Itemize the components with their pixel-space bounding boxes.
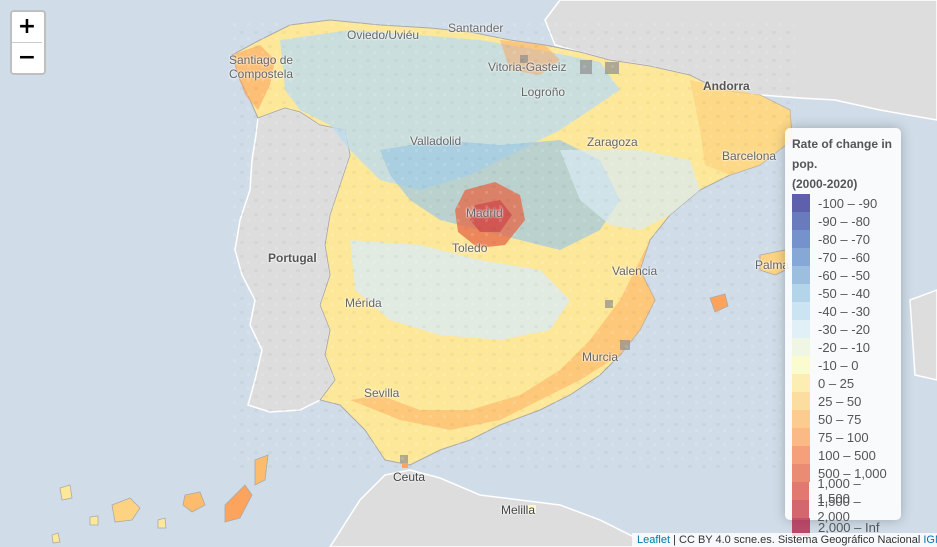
legend-item: -100 – -90 <box>792 194 894 212</box>
legend-swatch <box>792 500 810 518</box>
legend-item-label: 100 – 500 <box>818 447 876 463</box>
legend-item-label: 0 – 25 <box>818 375 855 391</box>
legend-item: 0 – 25 <box>792 374 894 392</box>
legend-swatch <box>792 248 810 266</box>
place-label-logrono: Logroño <box>521 85 566 99</box>
texture-overlay <box>230 20 795 470</box>
zoom-control: + − <box>10 10 46 75</box>
legend-swatch <box>792 212 810 230</box>
legend-item: 75 – 100 <box>792 428 894 446</box>
place-label-santiago-1: Santiago de <box>229 53 294 67</box>
legend-item-label: -40 – -30 <box>818 303 871 319</box>
place-label-oviedo: Oviedo/Uviéu <box>347 28 420 42</box>
place-label-valladolid: Valladolid <box>410 134 462 148</box>
ign-link[interactable]: IGN <box>923 534 937 546</box>
place-label-vitoria: Vitoria-Gasteiz <box>488 60 567 74</box>
legend-swatch <box>792 338 810 356</box>
legend-swatch <box>792 518 810 536</box>
legend-item-label: -50 – -40 <box>818 285 871 301</box>
place-label-melilla: Melilla <box>501 503 536 517</box>
legend-item-label: -10 – 0 <box>818 357 859 373</box>
place-label-ceuta: Ceuta <box>393 470 426 484</box>
legend-item: -90 – -80 <box>792 212 894 230</box>
legend-item: -20 – -10 <box>792 338 894 356</box>
legend-item-label: -60 – -50 <box>818 267 871 283</box>
legend-item: 50 – 75 <box>792 410 894 428</box>
legend-item: 100 – 500 <box>792 446 894 464</box>
place-label-sevilla: Sevilla <box>364 386 400 400</box>
legend-swatch <box>792 266 810 284</box>
balearic-ibiza <box>709 293 729 313</box>
legend-swatch <box>792 284 810 302</box>
legend-item-label: 1,500 – 2,000 <box>817 494 861 524</box>
legend-swatch <box>792 410 810 428</box>
island-sardinia <box>909 289 937 381</box>
legend-item-label: 50 – 75 <box>818 411 862 427</box>
legend-title-line-2: (2000-2020) <box>792 177 858 191</box>
legend-swatch <box>792 482 810 500</box>
legend-item: 500 – 1,000 <box>792 464 894 482</box>
legend-item-label: -80 – -70 <box>818 231 871 247</box>
place-label-murcia: Murcia <box>582 350 619 364</box>
map-legend: Rate of change in pop. (2000-2020) -100 … <box>785 128 901 536</box>
legend-title-line-1: Rate of change in pop. <box>792 137 893 171</box>
zoom-out-button[interactable]: − <box>12 43 42 73</box>
place-label-madrid: Madrid <box>466 206 503 220</box>
legend-item: -30 – -20 <box>792 320 894 338</box>
legend-item: 1,500 – 2,000 <box>792 494 894 524</box>
legend-item: -70 – -60 <box>792 248 894 266</box>
attribution-text: | CC BY 4.0 scne.es. Sistema Geográfico … <box>670 534 924 546</box>
place-label-santiago-2: Compostela <box>229 67 294 81</box>
legend-item-label: -90 – -80 <box>818 213 871 229</box>
place-label-zaragoza: Zaragoza <box>587 135 638 149</box>
place-label-santander: Santander <box>448 21 504 35</box>
place-label-barcelona: Barcelona <box>722 149 777 163</box>
legend-item: 2,000 – Inf <box>792 518 894 536</box>
legend-swatch <box>792 356 810 374</box>
legend-item-label: -20 – -10 <box>818 339 871 355</box>
legend-swatch <box>792 320 810 338</box>
legend-item: 1,000 – 1,500 <box>792 476 894 506</box>
zoom-in-button[interactable]: + <box>12 12 42 43</box>
legend-item-label: -30 – -20 <box>818 321 871 337</box>
legend-item: -80 – -70 <box>792 230 894 248</box>
place-label-andorra: Andorra <box>703 79 750 93</box>
legend-item-label: 1,000 – 1,500 <box>817 476 861 506</box>
melilla-area <box>528 505 536 513</box>
legend-swatch <box>792 374 810 392</box>
legend-swatch <box>792 446 810 464</box>
place-label-toledo: Toledo <box>452 241 488 255</box>
legend-swatch <box>792 428 810 446</box>
attribution: Leaflet | CC BY 4.0 scne.es. Sistema Geo… <box>632 533 937 547</box>
legend-item-label: 25 – 50 <box>818 393 862 409</box>
legend-item-label: 75 – 100 <box>818 429 869 445</box>
legend-swatch <box>792 302 810 320</box>
leaflet-link[interactable]: Leaflet <box>637 534 671 546</box>
legend-swatch <box>792 392 810 410</box>
place-label-merida: Mérida <box>345 296 382 310</box>
legend-item: -40 – -30 <box>792 302 894 320</box>
legend-item: 25 – 50 <box>792 392 894 410</box>
legend-swatch <box>792 230 810 248</box>
legend-swatch <box>792 194 810 212</box>
canary-islands <box>51 454 269 544</box>
legend-item-label: 500 – 1,000 <box>818 465 887 481</box>
legend-items: -100 – -90 -90 – -80 -80 – -70 -70 – -60 -60… <box>792 194 894 536</box>
legend-item: -50 – -40 <box>792 284 894 302</box>
ceuta-area <box>402 463 408 468</box>
legend-item-label: 2,000 – Inf <box>818 519 880 535</box>
legend-swatch <box>792 464 810 482</box>
legend-item: -10 – 0 <box>792 356 894 374</box>
place-label-portugal: Portugal <box>268 251 317 265</box>
place-label-valencia: Valencia <box>612 264 658 278</box>
legend-item-label: -70 – -60 <box>818 249 871 265</box>
place-label-palma: Palma <box>755 258 790 272</box>
legend-item: -60 – -50 <box>792 266 894 284</box>
balearic-mallorca <box>759 249 791 276</box>
legend-item-label: -100 – -90 <box>818 195 878 211</box>
